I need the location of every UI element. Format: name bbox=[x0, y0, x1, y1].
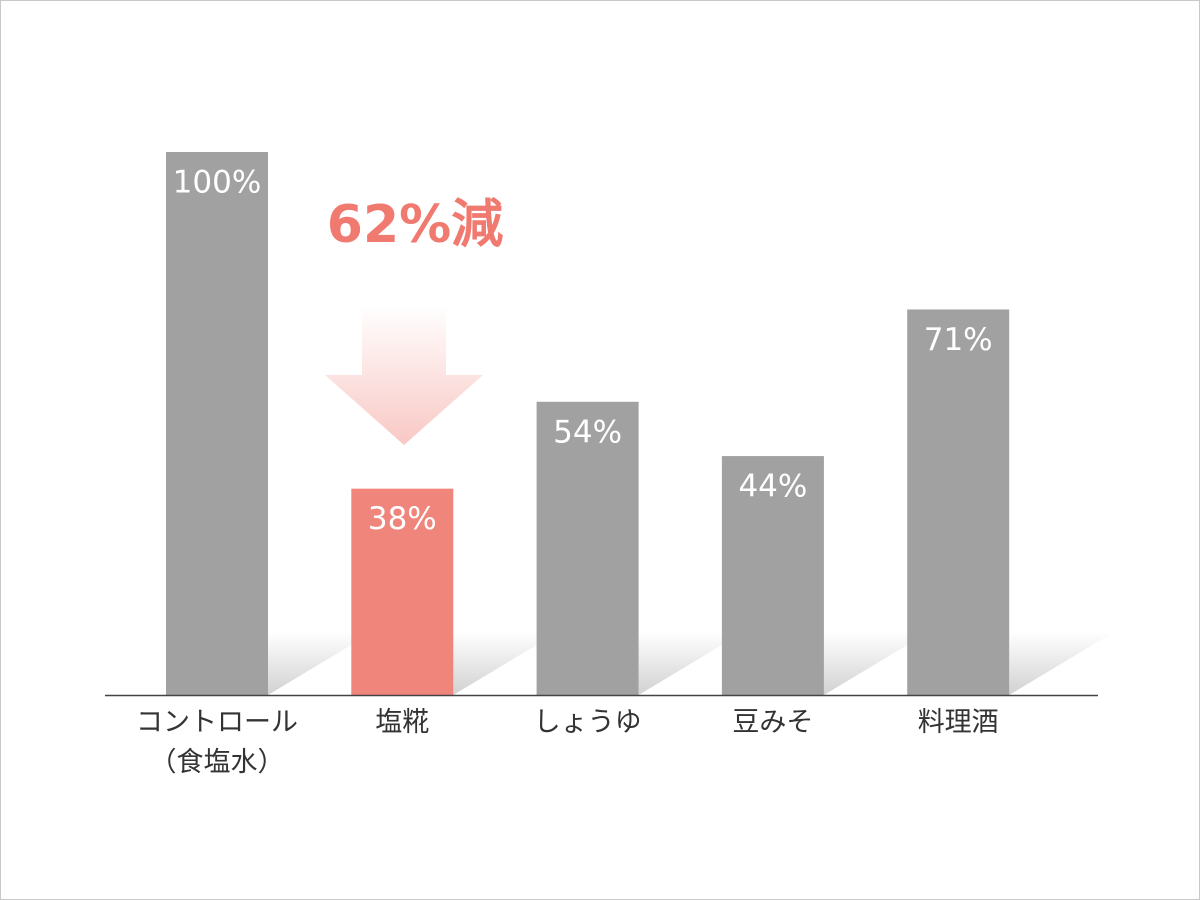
value-label: 38% bbox=[368, 501, 437, 537]
category-label: 料理酒 bbox=[917, 707, 999, 738]
value-label: 44% bbox=[738, 469, 807, 505]
bar bbox=[166, 152, 268, 695]
value-label: 71% bbox=[924, 322, 993, 358]
bar bbox=[536, 401, 639, 695]
bar bbox=[907, 309, 1010, 695]
category-label: 豆みそ bbox=[732, 707, 814, 738]
bar-shadow bbox=[638, 632, 744, 695]
value-label: 54% bbox=[553, 414, 622, 450]
value-label: 100% bbox=[173, 165, 262, 201]
category-label: コントロール （食塩水） bbox=[136, 707, 298, 778]
bar-shadow bbox=[823, 632, 929, 695]
category-label: 塩糀 bbox=[375, 707, 430, 738]
bar-shadow bbox=[453, 632, 559, 695]
bar bbox=[721, 456, 824, 695]
bar bbox=[351, 488, 454, 695]
annotation: 62%減 bbox=[327, 195, 503, 255]
arrow bbox=[325, 305, 483, 445]
bar-shadow bbox=[1009, 632, 1115, 695]
category-label: しょうゆ bbox=[533, 707, 642, 738]
bar-shadow bbox=[268, 632, 373, 695]
